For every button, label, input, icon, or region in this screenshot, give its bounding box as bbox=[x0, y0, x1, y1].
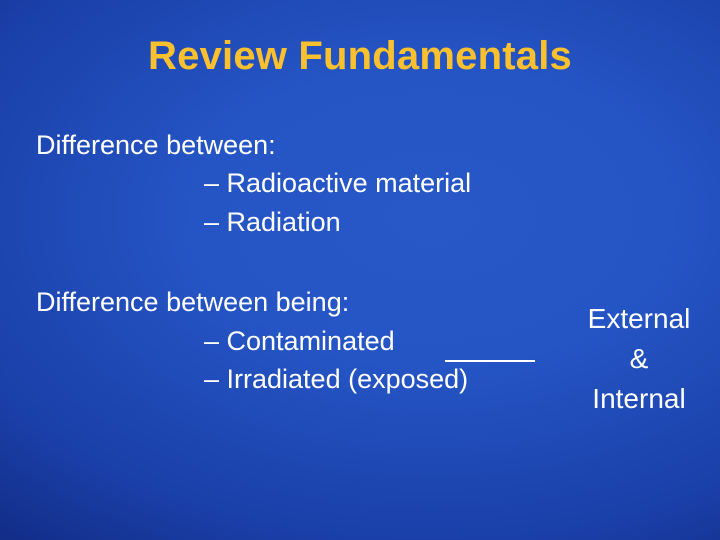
connector-line bbox=[445, 360, 535, 362]
block-1: Difference between: – Radioactive materi… bbox=[36, 127, 684, 240]
right-column: External & Internal bbox=[564, 300, 714, 419]
block-1-lead: Difference between: bbox=[36, 127, 684, 163]
right-line-1: External bbox=[564, 300, 714, 338]
slide-title: Review Fundamentals bbox=[36, 34, 684, 79]
right-line-3: Internal bbox=[564, 380, 714, 418]
right-line-2: & bbox=[564, 340, 714, 378]
slide: Review Fundamentals Difference between: … bbox=[0, 0, 720, 540]
block-1-item-1: – Radiation bbox=[36, 204, 684, 240]
block-1-item-0: – Radioactive material bbox=[36, 165, 684, 201]
